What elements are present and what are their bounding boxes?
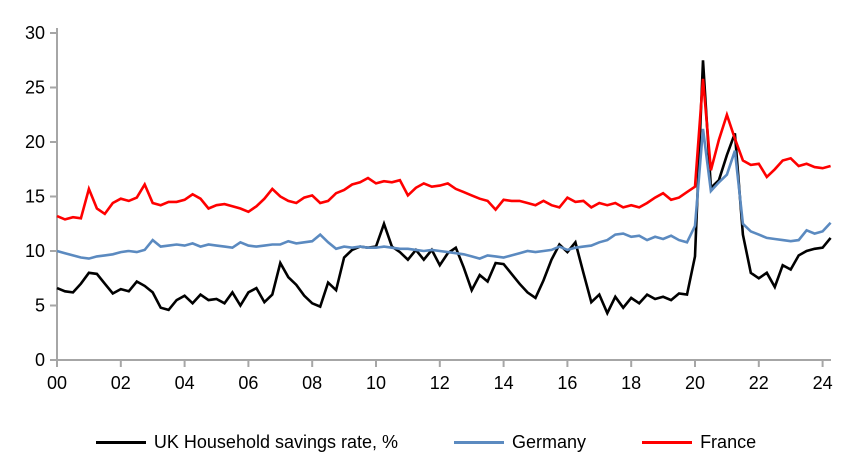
chart-canvas: 0 5 10 15 20 25 30 00 02 04 06 08 10 12 14 16 18 20 22 24 xyxy=(25,23,833,393)
y-tick-label-15: 15 xyxy=(25,187,45,207)
x-tick-label-02: 02 xyxy=(111,373,131,393)
x-tick-label-10: 10 xyxy=(366,373,386,393)
x-tick-label-06: 06 xyxy=(238,373,258,393)
y-tick-label-0: 0 xyxy=(35,350,45,370)
y-tick-label-30: 30 xyxy=(25,23,45,43)
legend-line-swatch-france xyxy=(642,440,693,444)
x-tick-label-22: 22 xyxy=(749,373,769,393)
legend-label-germany: Germany xyxy=(512,432,587,452)
series-line-germany xyxy=(56,128,832,260)
x-tick-label-08: 08 xyxy=(302,373,322,393)
chart-legend: UK Household savings rate, % Germany Franc… xyxy=(0,420,852,464)
legend-label-uk-household-savings-rate: UK Household savings rate, % xyxy=(153,432,399,452)
y-tick-label-10: 10 xyxy=(25,241,45,261)
x-tick-label-18: 18 xyxy=(621,373,641,393)
x-tick-label-20: 20 xyxy=(685,373,705,393)
x-tick-label-24: 24 xyxy=(813,373,833,393)
y-tick-label-5: 5 xyxy=(35,296,45,316)
legend-item-uk-household-savings-rate: UK Household savings rate, % xyxy=(95,432,399,452)
legend-label-france: France xyxy=(700,432,757,452)
legend-line-swatch-uk-household-savings-rate xyxy=(95,440,146,444)
legend-item-germany: Germany xyxy=(454,433,586,451)
y-tick-label-20: 20 xyxy=(25,132,45,152)
legend-line-swatch-germany xyxy=(454,440,505,444)
y-tick-label-25: 25 xyxy=(25,78,45,98)
x-tick-label-12: 12 xyxy=(430,373,450,393)
x-tick-label-04: 04 xyxy=(175,373,195,393)
legend-item-france: France xyxy=(642,433,756,451)
series-line-france xyxy=(56,78,831,221)
x-tick-label-14: 14 xyxy=(494,373,514,393)
x-tick-label-00: 00 xyxy=(47,373,67,393)
x-tick-label-16: 16 xyxy=(557,373,577,393)
